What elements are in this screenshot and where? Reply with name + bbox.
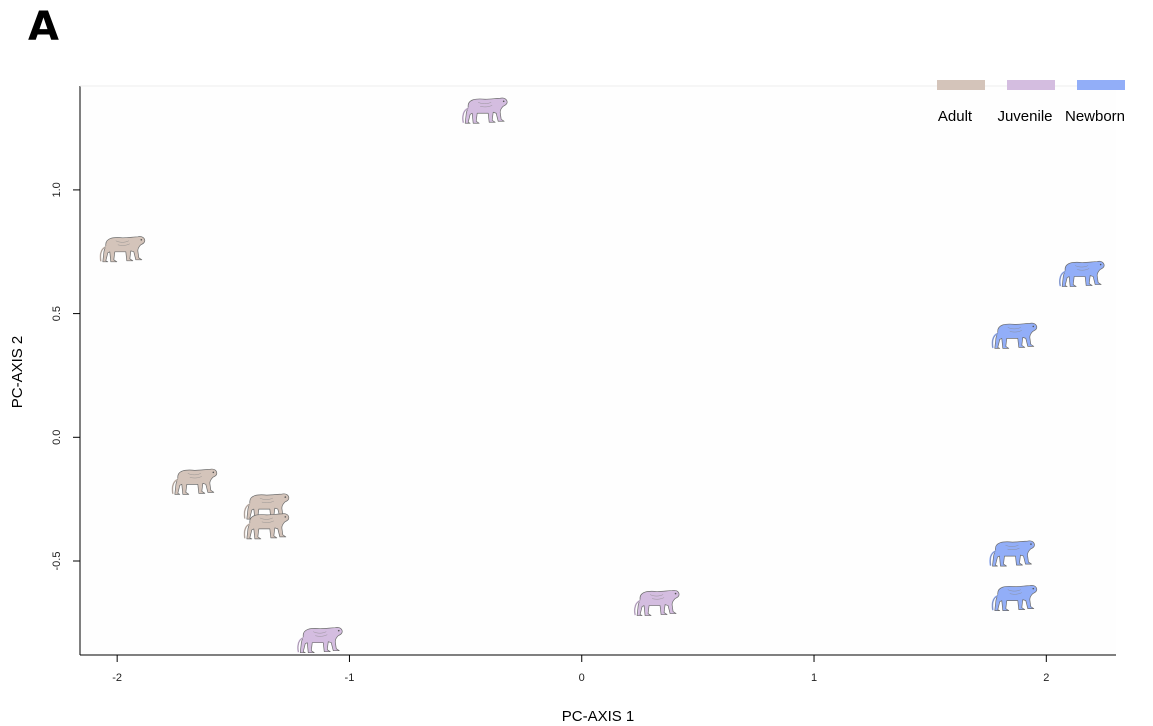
x-tick-label: 0	[579, 672, 585, 684]
y-tick-label: 0.0	[51, 430, 63, 445]
y-tick-label: 1.0	[51, 182, 63, 197]
legend-label: Newborn	[1065, 108, 1125, 125]
legend-swatch	[1077, 80, 1125, 90]
x-tick-label: -1	[345, 672, 355, 684]
axes: -2 -1 0 1 2 -0.5 0.0 0.5 1.0	[51, 85, 1116, 684]
x-tick-label: 2	[1043, 672, 1049, 684]
y-axis-title: PC-AXIS 2	[9, 336, 26, 409]
legend-label: Adult	[938, 108, 973, 125]
panel-label: A	[28, 4, 59, 50]
legend-swatch	[1007, 80, 1055, 90]
legend-swatch	[937, 80, 985, 90]
legend-label: Juvenile	[997, 108, 1052, 125]
plot-area	[80, 86, 1116, 655]
x-axis-title: PC-AXIS 1	[562, 708, 635, 725]
legend: Adult Juvenile Newborn	[937, 80, 1125, 125]
x-tick-label: -2	[112, 672, 122, 684]
x-tick-label: 1	[811, 672, 817, 684]
y-tick-label: 0.5	[51, 306, 63, 321]
y-tick-label: -0.5	[51, 552, 63, 571]
